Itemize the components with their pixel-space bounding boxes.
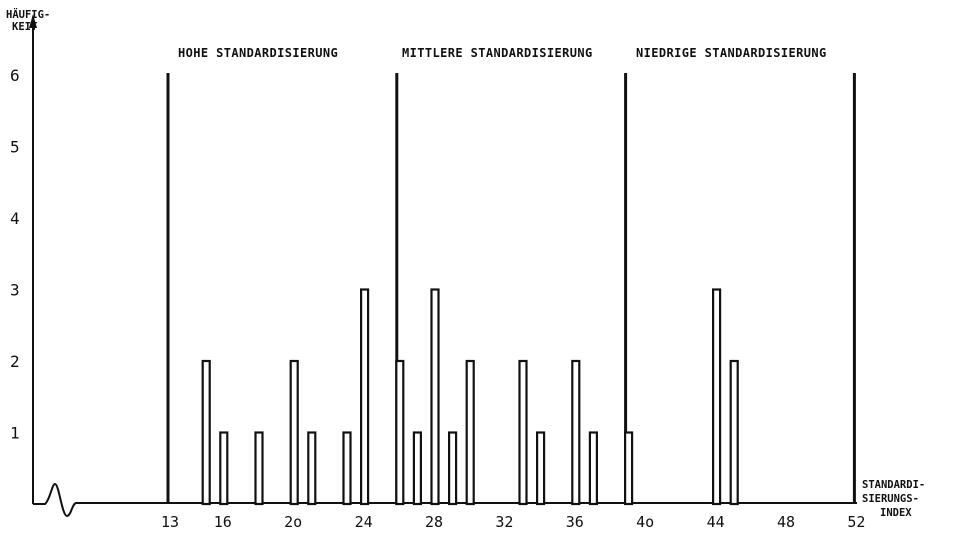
- region-label-medium: MITTLERE STANDARDISIERUNG: [402, 46, 593, 60]
- bar-34: [535, 431, 546, 506]
- x-tick-13: 13: [161, 513, 179, 531]
- bar-24: [360, 288, 370, 506]
- x-tick-44: 44: [707, 513, 725, 531]
- bars: [201, 288, 739, 506]
- x-axis: [33, 482, 857, 518]
- bar-16: [219, 431, 229, 506]
- y-tick-1: 1: [10, 424, 20, 443]
- bar-26: [395, 359, 405, 506]
- bar-27: [412, 431, 422, 506]
- x-tick-labels: 13 16 2o 24 28 32 36 4o 44 48 52: [161, 513, 865, 531]
- region-label-high: HOHE STANDARDISIERUNG: [178, 46, 338, 60]
- region-dividers: [166, 73, 856, 504]
- y-tick-4: 4: [10, 209, 20, 228]
- bar-15: [201, 359, 211, 506]
- x-tick-48: 48: [777, 513, 795, 531]
- x-axis-label-line-3: INDEX: [880, 507, 912, 519]
- bar-45: [729, 359, 739, 506]
- region-label-low: NIEDRIGE STANDARDISIERUNG: [636, 46, 827, 60]
- bar-23: [342, 431, 352, 506]
- x-tick-2o: 2o: [284, 513, 302, 531]
- x-tick-52: 52: [847, 513, 865, 531]
- x-tick-4o: 4o: [636, 513, 654, 531]
- y-axis-label-line-1: HÄUFIG-: [6, 7, 50, 21]
- x-tick-32: 32: [495, 513, 513, 531]
- bar-44: [711, 288, 722, 506]
- y-axis-label-line-2: KEIT: [12, 21, 37, 33]
- bar-36: [571, 359, 581, 506]
- y-tick-labels: 1 2 3 4 5 6: [10, 66, 20, 443]
- bar-18: [254, 431, 264, 506]
- y-tick-3: 3: [10, 281, 20, 300]
- y-axis-arrow: [29, 14, 37, 28]
- bar-20: [289, 359, 299, 506]
- bar-29: [448, 431, 458, 506]
- y-tick-2: 2: [10, 352, 20, 371]
- bar-39: [623, 431, 634, 506]
- bar-21: [307, 431, 317, 506]
- bar-37: [588, 431, 599, 506]
- x-axis-label-line-2: SIERUNGS-: [862, 493, 919, 505]
- bar-33: [518, 359, 528, 506]
- x-tick-24: 24: [355, 513, 373, 531]
- x-tick-16: 16: [214, 513, 232, 531]
- y-tick-5: 5: [10, 138, 20, 157]
- bar-28: [430, 288, 440, 506]
- x-tick-28: 28: [425, 513, 443, 531]
- y-tick-6: 6: [10, 66, 20, 85]
- x-axis-label-line-1: STANDARDI-: [862, 479, 925, 491]
- x-tick-36: 36: [566, 513, 584, 531]
- bar-30: [465, 359, 475, 506]
